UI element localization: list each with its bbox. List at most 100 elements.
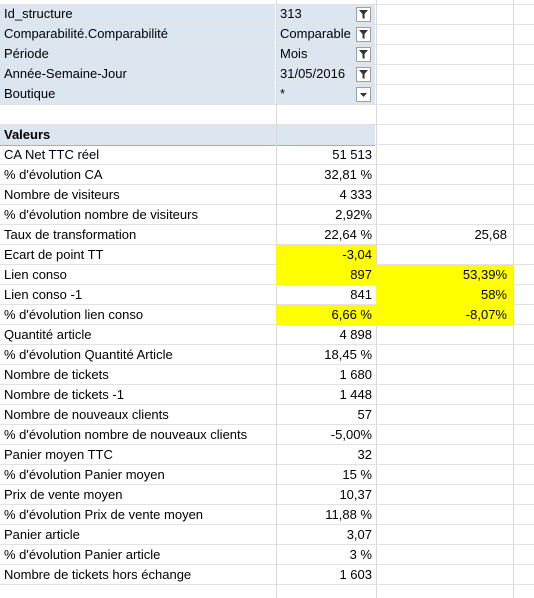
row-value: 57 [357,407,372,422]
values-header-bar [0,125,375,146]
row-value: 841 [350,287,372,302]
row-gridline [0,184,534,185]
page-field-value[interactable]: * [280,86,286,101]
row-value: 4 898 [339,327,372,342]
row-gridline [0,204,534,205]
row-gridline [0,444,534,445]
filter-dropdown-icon[interactable] [356,7,371,22]
row-gridline [0,524,534,525]
column-gridline [276,0,277,598]
row-label: Nombre de tickets hors échange [4,567,192,582]
row-value: 4 333 [339,187,372,202]
row-gridline [0,144,534,145]
row-value: 1 680 [339,367,372,382]
row-gridline [0,424,534,425]
row-value: -5,00% [330,427,372,442]
page-field-value[interactable]: 31/05/2016 [280,66,346,81]
filter-dropdown-icon[interactable] [356,67,371,82]
row-value: 3,07 [346,527,372,542]
page-field-separator [275,4,276,104]
row-gridline [0,104,534,105]
row-gridline [0,124,534,125]
row-gridline [0,284,534,285]
row-label: Taux de transformation [4,227,137,242]
row-gridline [0,64,534,65]
row-gridline [0,364,534,365]
row-label: Nombre de tickets -1 [4,387,124,402]
page-field-area [0,4,375,104]
row-extra-value: 25,68 [474,227,507,242]
row-value: 2,92% [335,207,372,222]
row-gridline [0,324,534,325]
row-gridline [0,384,534,385]
highlighted-cell [376,285,513,305]
row-label: % d'évolution nombre de nouveaux clients [4,427,248,442]
highlighted-cell [276,245,376,265]
filter-dropdown-icon[interactable] [356,47,371,62]
highlighted-cell [276,265,376,285]
highlighted-cell [376,265,513,285]
column-gridline [513,0,514,598]
row-label: Prix de vente moyen [4,487,123,502]
row-value: 6,66 % [331,307,372,322]
row-value: 51 513 [332,147,372,162]
row-gridline [0,224,534,225]
row-label: % d'évolution Prix de vente moyen [4,507,204,522]
row-gridline [0,504,534,505]
row-gridline [0,584,534,585]
page-field-value[interactable]: Comparable [280,26,351,41]
row-value: 1 603 [339,567,372,582]
row-label: Lien conso -1 [4,287,83,302]
page-field-label: Année-Semaine-Jour [4,66,127,81]
row-gridline [0,464,534,465]
row-label: % d'évolution CA [4,167,103,182]
filter-dropdown-icon[interactable] [356,27,371,42]
row-value: 18,45 % [324,347,372,362]
row-label: % d'évolution Panier article [4,547,161,562]
row-value: 15 % [342,467,372,482]
row-value: 3 % [349,547,372,562]
row-extra-value: 53,39% [462,267,507,282]
row-extra-value: 58% [480,287,507,302]
row-value: 22,64 % [324,227,372,242]
row-label: % d'évolution lien conso [4,307,144,322]
row-gridline [0,544,534,545]
row-label: % d'évolution nombre de visiteurs [4,207,198,222]
row-gridline [0,84,534,85]
row-gridline [0,484,534,485]
row-value: -3,04 [342,247,372,262]
row-label: Nombre de visiteurs [4,187,120,202]
row-label: Panier moyen TTC [4,447,113,462]
row-gridline [0,404,534,405]
row-label: CA Net TTC réel [4,147,100,162]
highlighted-cell [276,305,376,325]
row-value: 1 448 [339,387,372,402]
row-extra-value: -8,07% [465,307,507,322]
row-label: % d'évolution Panier moyen [4,467,165,482]
row-value: 32,81 % [324,167,372,182]
row-gridline [0,264,534,265]
page-field-value[interactable]: Mois [280,46,308,61]
row-label: % d'évolution Quantité Article [4,347,173,362]
page-field-label: Période [4,46,49,61]
row-gridline [0,24,534,25]
row-gridline [0,344,534,345]
page-field-label: Boutique [4,86,56,101]
page-field-label: Comparabilité.Comparabilité [4,26,169,41]
row-gridline [0,44,534,45]
row-label: Lien conso [4,267,67,282]
row-value: 10,37 [339,487,372,502]
row-gridline [0,244,534,245]
page-field-value[interactable]: 313 [280,6,302,21]
row-gridline [0,4,534,5]
row-label: Nombre de tickets [4,367,109,382]
row-label: Quantité article [4,327,92,342]
row-gridline [0,304,534,305]
row-label: Panier article [4,527,80,542]
row-value: 11,88 % [325,507,372,522]
row-value: 897 [350,267,372,282]
chevron-down-icon[interactable] [356,87,371,102]
page-field-label: Id_structure [4,6,73,21]
row-gridline [0,564,534,565]
